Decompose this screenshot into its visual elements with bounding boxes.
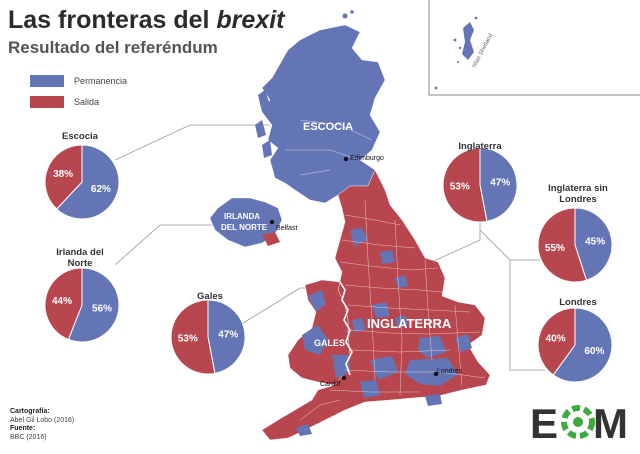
legend-item-remain: Permanencia [30,74,127,88]
scotland-islands [255,10,354,158]
pie-connectors [114,124,545,371]
pie-escocia-remain-slice [55,144,120,220]
credits-cartography-value: Abel Gil Lobo (2016) [10,416,75,424]
district-borders [299,199,486,421]
credits-cartography-label: Cartografía: [10,408,50,415]
legend-swatch-leave [30,96,64,108]
legend-item-leave: Salida [30,95,99,109]
region-label-wales: GALES [314,338,345,348]
pie-sinlondres-remain-slice [574,207,613,281]
credits: Cartografía: Abel Gil Lobo (2016) Fuente… [10,408,74,442]
page-title: Las fronteras del brexit [8,6,285,35]
pie-inglaterra-leave-slice [442,147,488,223]
pie-sinlondres-leave-slice [537,207,588,283]
pie-londres-leave-slice [537,307,576,376]
pie-londres-remain-label: 60% [584,346,604,357]
region-label-ni-line1: IRLANDA [224,212,260,221]
pie-sinlondres-remain-label: 45% [585,236,605,247]
logo-letter-m: M [593,400,628,444]
pie-gales-leave-label: 53% [178,334,198,345]
pie-irlanda-leave-label: 44% [52,296,72,307]
title-main: Las fronteras del [8,6,217,34]
region-label-england: INGLATERRA [367,316,452,331]
pie-escocia-leave-slice [44,144,83,210]
pie-gales-leave-slice [170,299,216,375]
pie-title-sinlondres: Inglaterra sin Londres [548,183,608,205]
pie-title-londres: Londres [559,297,597,308]
pie-title-escocia: Escocia [62,131,98,142]
pie-title-irlanda: Irlanda del Norte [56,247,104,269]
pie-sinlondres-leave-label: 55% [545,243,565,254]
pie-irlanda-remain-slice [67,267,120,343]
legend-label-leave: Salida [74,97,100,107]
pie-escocia-leave-label: 38% [53,169,73,180]
city-marker-belfast [269,219,275,225]
pie-gales-remain-slice [207,299,246,374]
scotland-shape [261,24,386,204]
shetland-inset-frame [428,0,640,96]
pie-inglaterra-remain-label: 47% [490,178,510,189]
pie-title-gales: Gales [197,291,223,302]
legend-swatch-remain [30,75,64,87]
credits-source-label: Fuente: [10,425,36,432]
pie-londres-leave-label: 40% [546,333,566,344]
region-label-scotland: ESCOCIA [303,121,353,133]
logo-letter-e: E [530,400,558,444]
city-marker-edinburgh [343,156,349,162]
pie-irlanda-remain-label: 56% [92,303,112,314]
title-emphasis: brexit [216,6,285,34]
logo-o-circle [561,405,595,439]
city-label-cardiff: Cardiff [320,381,341,388]
shetland-label: Islas Shetland [471,33,494,69]
legend-label-remain: Permanencia [74,76,128,86]
pie-londres-remain-slice [552,307,613,383]
city-marker-cardiff [341,375,347,381]
city-marker-london [433,371,439,377]
credits-source-value: BBC (2016) [10,433,47,441]
pie-title-inglaterra: Inglaterra [458,141,502,152]
pie-escocia-remain-label: 62% [91,184,111,195]
pie-charts: 62% 38% 56% 44% 47% 53% 47% 53% 45% 55% 60% 40% [44,144,613,383]
city-label-london: Londres [437,368,463,375]
pie-inglaterra-remain-slice [479,147,518,222]
page-subtitle: Resultado del referéndum [8,38,218,57]
region-label-ni-line2: DEL NORTE [221,223,268,232]
eom-logo: E M [530,400,628,444]
city-label-belfast: Belfast [276,225,297,232]
shetland-islands [462,22,474,60]
pie-gales-remain-label: 47% [218,330,238,341]
wales-england-border [339,281,353,376]
pie-inglaterra-leave-label: 53% [450,182,470,193]
pie-irlanda-leave-slice [44,267,83,341]
city-label-edinburgh: Edimburgo [350,155,384,162]
